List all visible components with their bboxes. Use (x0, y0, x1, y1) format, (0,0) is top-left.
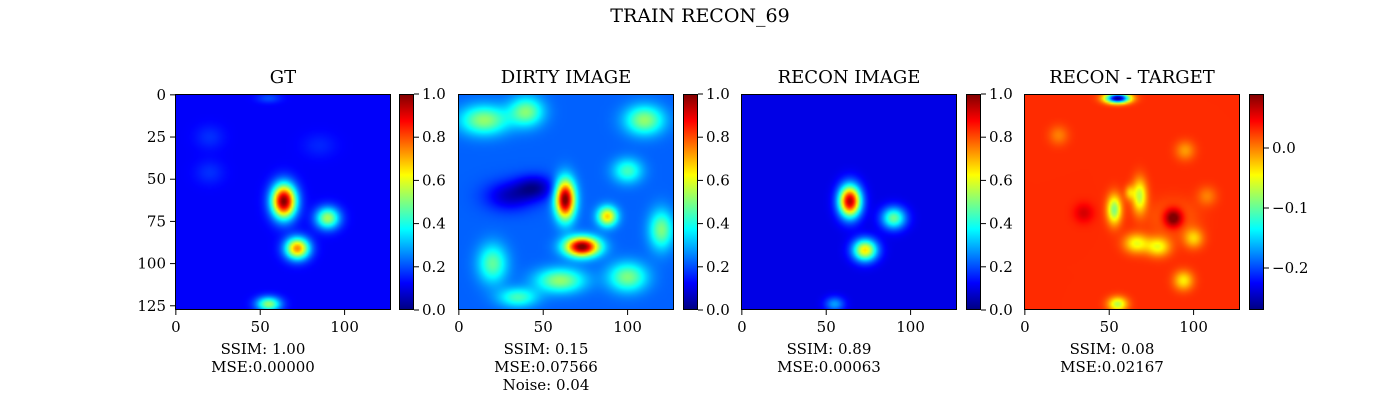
colorbar-tick-label: 0.4 (422, 215, 446, 233)
panel-caption-recon-minus-target: SSIM: 0.08 MSE:0.02167 (1004, 340, 1220, 376)
colorbar-tick-label: 0.6 (989, 171, 1013, 189)
ssim-label: SSIM: 0.89 (786, 340, 872, 358)
x-tick-label: 100 (330, 318, 359, 336)
heatmap-image (458, 94, 674, 310)
colorbar-tick-label: 0.4 (989, 215, 1013, 233)
panel-title-recon-minus-target: RECON - TARGET (1049, 67, 1215, 88)
mse-label: MSE:0.00000 (211, 358, 315, 376)
colorbar-tick-label: 0.6 (706, 171, 730, 189)
y-tick-label: 125 (137, 297, 166, 315)
x-tick-label: 0 (171, 318, 181, 336)
y-tick-label: 0 (156, 86, 166, 104)
ssim-label: SSIM: 0.15 (503, 340, 589, 358)
mse-label: MSE:0.00063 (777, 358, 881, 376)
panel-title-recon-image: RECON IMAGE (777, 67, 921, 88)
colorbar (966, 94, 981, 310)
panel-gt: 0 50 100 0 25 50 75 100 125 0.0 0.2 0.4 0.6 0.8 1.0 (137, 85, 446, 336)
noise-label: Noise: 0.04 (502, 376, 590, 394)
colorbar-tick-label: 1.0 (989, 85, 1013, 103)
y-tick-label: 100 (137, 255, 166, 273)
colorbar-tick-label: 0.6 (422, 171, 446, 189)
x-tick-label: 0 (737, 318, 747, 336)
colorbar-frame (1249, 94, 1264, 310)
colorbar-tick-label: 0.8 (422, 128, 446, 146)
panel-dirty-image: 0 50 100 0.0 0.2 0.4 0.6 0.8 1.0 (454, 85, 730, 336)
x-tick-label: 0 (1020, 318, 1030, 336)
colorbar-tick-label: −0.2 (1272, 259, 1308, 277)
colorbar-tick-label: 0.2 (989, 258, 1013, 276)
panel-title-gt: GT (269, 67, 297, 88)
colorbar-tick-label: 0.2 (422, 258, 446, 276)
figure-title: TRAIN RECON_69 (610, 5, 790, 27)
colorbar-tick-label: 0.8 (989, 128, 1013, 146)
x-tick-label: 50 (817, 318, 836, 336)
ssim-label: SSIM: 0.08 (1069, 340, 1155, 358)
x-tick-label: 50 (1100, 318, 1119, 336)
x-tick-label: 50 (534, 318, 553, 336)
heatmap-image (1024, 94, 1240, 310)
panel-caption-recon-image: SSIM: 0.89 MSE:0.00063 (721, 340, 937, 376)
x-tick-label: 0 (454, 318, 464, 336)
colorbar-tick-label: 0.0 (989, 301, 1013, 319)
axes-frame (741, 94, 957, 310)
x-tick-label: 100 (1179, 318, 1208, 336)
panel-recon-image: 0 50 100 0.0 0.2 0.4 0.6 0.8 1.0 (737, 85, 1013, 336)
colorbar-tick-label: 0.0 (706, 301, 730, 319)
colorbar-tick-label: −0.1 (1272, 199, 1308, 217)
y-tick-label: 25 (147, 128, 166, 146)
colorbar-tick-label: 0.8 (706, 128, 730, 146)
y-tick-label: 50 (147, 170, 166, 188)
colorbar-tick-label: 0.0 (422, 301, 446, 319)
axes-frame (1024, 94, 1240, 310)
colorbar-tick-label: 1.0 (422, 85, 446, 103)
x-tick-label: 50 (251, 318, 270, 336)
axes-frame (175, 94, 391, 310)
colorbar (399, 94, 414, 310)
colorbar-tick-label: 0.4 (706, 215, 730, 233)
colorbar-frame (683, 94, 698, 310)
colorbar-tick-label: 0.2 (706, 258, 730, 276)
x-tick-label: 100 (613, 318, 642, 336)
mse-label: MSE:0.02167 (1060, 358, 1164, 376)
panel-title-dirty-image: DIRTY IMAGE (500, 67, 632, 88)
colorbar-tick-label: 1.0 (706, 85, 730, 103)
mse-label: MSE:0.07566 (494, 358, 598, 376)
y-tick-label: 75 (147, 212, 166, 230)
colorbar-tick-label: 0.0 (1272, 139, 1296, 157)
colorbar-frame (399, 94, 414, 310)
panel-caption-gt: SSIM: 1.00 MSE:0.00000 (155, 340, 371, 376)
panel-recon-minus-target: 0 50 100 −0.2 −0.1 0.0 (1020, 94, 1308, 336)
heatmap-image (175, 94, 391, 310)
axes-frame (458, 94, 674, 310)
ssim-label: SSIM: 1.00 (220, 340, 306, 358)
colorbar (1249, 94, 1264, 310)
panel-caption-dirty-image: SSIM: 0.15 MSE:0.07566 Noise: 0.04 (438, 340, 654, 394)
x-tick-label: 100 (896, 318, 925, 336)
colorbar-frame (966, 94, 981, 310)
heatmap-image (741, 94, 957, 310)
colorbar (683, 94, 698, 310)
